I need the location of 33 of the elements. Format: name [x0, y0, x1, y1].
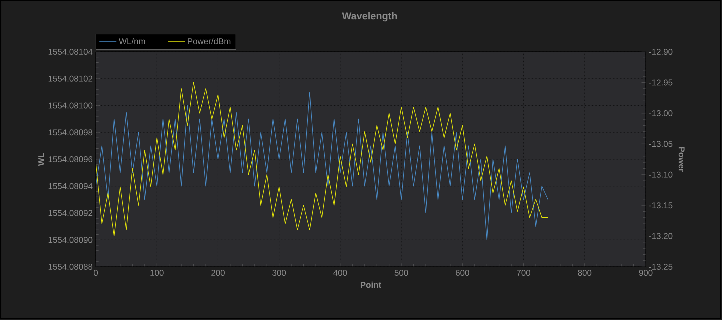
x-tick-label: 300: [272, 270, 286, 276]
x-tick-label: 200: [212, 270, 225, 276]
y2-tick-label: -13.00: [649, 110, 673, 116]
y2-tick-label: -13.15: [649, 202, 673, 209]
x-tick-label: 500: [394, 270, 408, 276]
y2-tick-label: -12.90: [649, 49, 673, 55]
x-tick-label: 0: [94, 270, 98, 276]
y2-axis-title: Power: [678, 147, 685, 172]
legend-label: WL/nm: [119, 38, 146, 44]
y-tick-label: 1554.08088: [48, 264, 93, 270]
x-tick-label: 400: [334, 270, 348, 276]
x-tick-label: 800: [578, 270, 592, 276]
x-tick-label: 900: [639, 270, 653, 276]
y-axis-title: WL: [38, 153, 44, 166]
y2-tick-label: -12.95: [649, 80, 673, 86]
y-tick-label: 1554.08104: [48, 49, 93, 55]
y-tick-label: 1554.08096: [48, 156, 93, 162]
y-tick-label: 1554.08100: [48, 102, 93, 109]
x-tick-label: 600: [456, 270, 470, 276]
x-axis-title: Point: [360, 282, 382, 288]
y-tick-label: 1554.08098: [48, 130, 93, 136]
y2-tick-label: -13.25: [649, 264, 673, 270]
y2-tick-label: -13.20: [649, 233, 673, 240]
x-tick-label: 700: [517, 270, 531, 276]
x-tick-label: 100: [150, 270, 164, 276]
y-tick-label: 1554.08092: [48, 210, 93, 216]
y-tick-label: 1554.08094: [48, 183, 93, 190]
y2-tick-label: -13.10: [649, 172, 673, 178]
chart-title: Wavelength: [342, 12, 398, 22]
y2-tick-label: -13.05: [649, 141, 673, 148]
y-tick-label: 1554.08102: [48, 76, 93, 82]
y-tick-label: 1554.08090: [48, 237, 93, 244]
legend-label: Power/dBm: [188, 38, 231, 44]
